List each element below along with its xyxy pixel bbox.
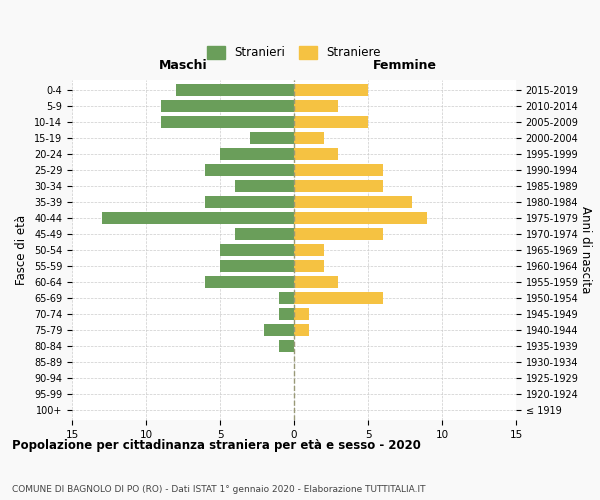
Text: Femmine: Femmine [373,58,437,71]
Bar [294,324,309,336]
Bar [294,100,338,112]
Bar [294,164,383,176]
Text: Popolazione per cittadinanza straniera per età e sesso - 2020: Popolazione per cittadinanza straniera p… [12,440,421,452]
Bar [235,180,294,192]
Bar [176,84,294,96]
Bar [294,212,427,224]
Bar [220,148,294,160]
Bar [294,180,383,192]
Bar [294,84,368,96]
Text: Maschi: Maschi [158,58,208,71]
Bar [294,244,323,256]
Y-axis label: Fasce di età: Fasce di età [16,215,28,285]
Bar [265,324,294,336]
Bar [279,308,294,320]
Bar [205,276,294,288]
Bar [294,116,368,128]
Bar [205,196,294,208]
Bar [294,196,412,208]
Bar [294,132,323,144]
Bar [294,292,383,304]
Bar [205,164,294,176]
Bar [294,228,383,240]
Bar [235,228,294,240]
Text: COMUNE DI BAGNOLO DI PO (RO) - Dati ISTAT 1° gennaio 2020 - Elaborazione TUTTITA: COMUNE DI BAGNOLO DI PO (RO) - Dati ISTA… [12,485,425,494]
Bar [294,308,309,320]
Bar [279,292,294,304]
Bar [294,260,323,272]
Bar [294,276,338,288]
Bar [220,260,294,272]
Bar [294,148,338,160]
Bar [250,132,294,144]
Bar [101,212,294,224]
Y-axis label: Anni di nascita: Anni di nascita [580,206,592,294]
Bar [279,340,294,352]
Legend: Stranieri, Straniere: Stranieri, Straniere [202,42,386,64]
Bar [220,244,294,256]
Bar [161,116,294,128]
Bar [161,100,294,112]
